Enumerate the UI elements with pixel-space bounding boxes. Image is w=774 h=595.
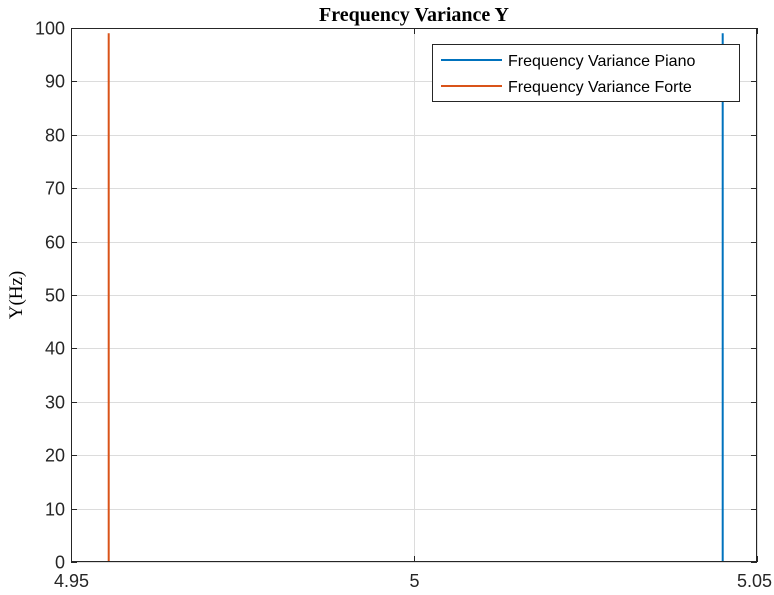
y-tick-label: 50	[45, 286, 65, 306]
y-tick-label: 100	[35, 19, 65, 39]
x-tick-label: 4.95	[54, 571, 89, 591]
y-tick-label: 90	[45, 72, 65, 92]
legend-entry-label: Frequency Variance Piano	[508, 53, 695, 70]
y-tick-labels: 0 10 20 30 40 50 60 70 80 90 100	[35, 19, 65, 573]
y-tick-label: 80	[45, 126, 65, 146]
chart-title: Frequency Variance Y	[319, 4, 510, 26]
legend-entry-label: Frequency Variance Forte	[508, 79, 692, 96]
tick-marks	[71, 28, 758, 563]
series-group	[107, 33, 724, 562]
legend-box	[432, 44, 740, 102]
y-tick-label: 20	[45, 446, 65, 466]
legend: Frequency Variance Piano Frequency Varian…	[432, 44, 740, 102]
y-tick-label: 70	[45, 179, 65, 199]
x-tick-label: 5.05	[737, 571, 772, 591]
x-tick-label: 5	[409, 571, 419, 591]
x-tick-labels: 4.95 5 5.05	[54, 571, 772, 591]
y-tick-label: 30	[45, 393, 65, 413]
y-tick-label: 40	[45, 339, 65, 359]
y-tick-label: 10	[45, 500, 65, 520]
y-tick-label: 60	[45, 233, 65, 253]
y-tick-label: 0	[55, 553, 65, 573]
y-axis-label: Y(Hz)	[6, 271, 27, 320]
